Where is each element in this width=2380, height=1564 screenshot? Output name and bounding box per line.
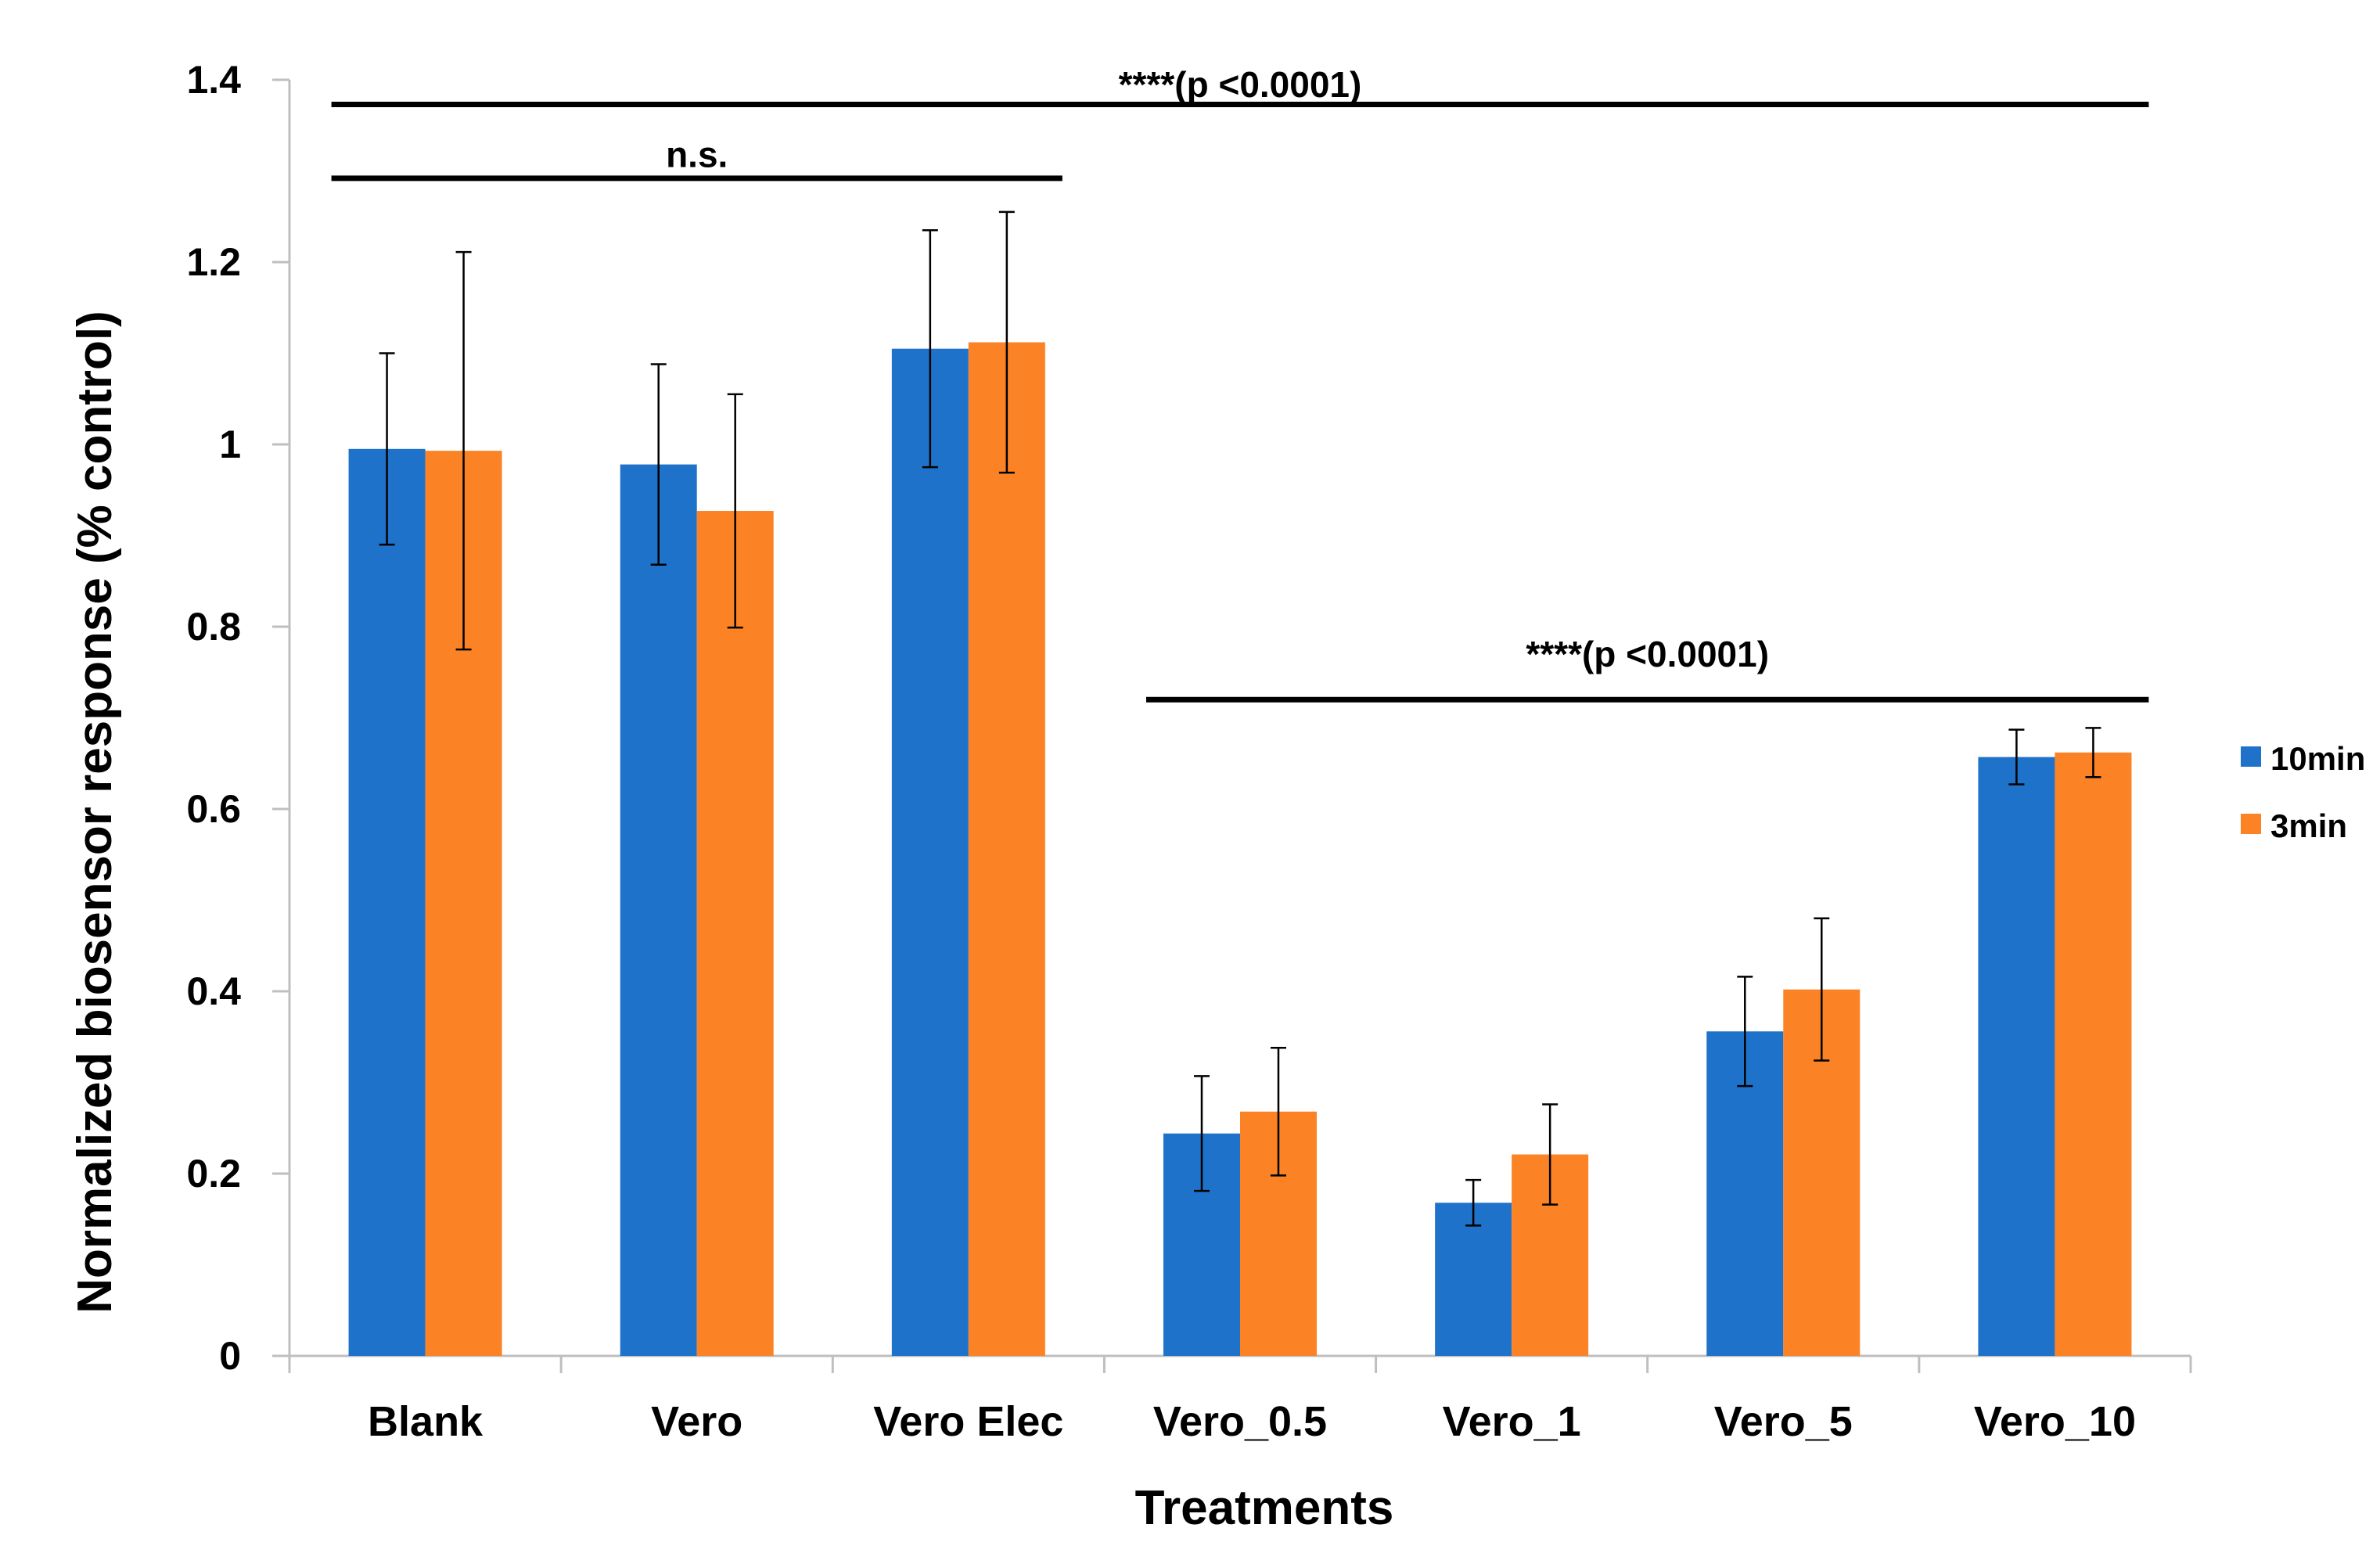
y-tick-label: 1 <box>219 422 241 466</box>
legend-swatch-3min <box>2241 814 2261 834</box>
bar-3min-vero-10 <box>2055 752 2132 1356</box>
legend-label-3min: 3min <box>2270 807 2347 844</box>
chart-axes: 0 0.2 0.4 0.6 0.8 1 1.2 1.4 Blank Vero Vero Elec Ve… <box>186 58 2192 1445</box>
x-axis-title: Treatments <box>1135 1481 1394 1535</box>
y-tick-label: 0.2 <box>186 1152 241 1195</box>
error-bar-10min-vero-10 <box>2008 728 2025 786</box>
error-bar-3min-blank <box>455 250 472 651</box>
significance-label: ****(p <0.0001) <box>1526 634 1769 674</box>
y-tick-label: 1.2 <box>186 240 241 284</box>
y-tick-label: 0.6 <box>186 787 241 831</box>
y-tick-label: 0.8 <box>186 605 241 649</box>
x-tick-label-vero: Vero <box>651 1398 742 1445</box>
significance-annotation-2: n.s. <box>331 135 1062 182</box>
chart-error-bars <box>379 210 2101 1227</box>
chart-legend: 10min 3min <box>2241 740 2365 844</box>
y-tick-label: 1.4 <box>186 58 241 102</box>
x-tick-label-vero-elec: Vero Elec <box>873 1398 1063 1445</box>
error-bar-3min-vero-5 <box>1814 917 1830 1062</box>
significance-label: ****(p <0.0001) <box>1119 64 1362 105</box>
error-bar-10min-blank <box>379 352 395 546</box>
error-bar-3min-vero <box>727 393 743 629</box>
x-tick-label-vero-5: Vero_5 <box>1714 1398 1853 1445</box>
error-bar-10min-vero <box>650 363 667 566</box>
x-tick-label-blank: Blank <box>368 1398 484 1445</box>
error-bar-10min-vero-elec <box>922 228 938 469</box>
error-bar-10min-vero-0-5 <box>1194 1075 1210 1192</box>
bar-3min-vero-elec <box>968 342 1045 1356</box>
error-bar-3min-vero-1 <box>1542 1103 1559 1206</box>
legend-swatch-10min <box>2241 746 2261 767</box>
x-tick-label-vero-0-5: Vero_0.5 <box>1153 1398 1327 1445</box>
error-bar-3min-vero-10 <box>2085 727 2101 778</box>
significance-annotation-3: ****(p <0.0001) <box>1146 634 2149 703</box>
legend-label-10min: 10min <box>2270 740 2365 777</box>
bar-3min-vero <box>696 511 774 1357</box>
y-axis-title: Normalized biosensor response (% control… <box>68 311 122 1314</box>
chart-bars <box>348 342 2132 1357</box>
significance-annotation-1: ****(p <0.0001) <box>331 64 2149 107</box>
significance-label: n.s. <box>666 135 728 175</box>
y-tick-label: 0 <box>219 1334 241 1378</box>
y-tick-label: 0.4 <box>186 969 241 1013</box>
bar-10min-vero-10 <box>1978 757 2055 1356</box>
error-bar-3min-vero-0-5 <box>1271 1046 1286 1177</box>
x-tick-label-vero-1: Vero_1 <box>1443 1398 1581 1445</box>
x-tick-label-vero-10: Vero_10 <box>1974 1398 2136 1445</box>
error-bar-10min-vero-5 <box>1737 976 1753 1088</box>
legend-item-3min: 3min <box>2241 807 2347 844</box>
bar-10min-vero <box>620 464 697 1356</box>
legend-item-10min: 10min <box>2241 740 2365 777</box>
bar-10min-vero-elec <box>891 348 969 1356</box>
error-bar-3min-vero-elec <box>998 210 1015 474</box>
chart-annotations: ****(p <0.0001) n.s. ****(p <0.0001) <box>331 64 2149 703</box>
error-bar-10min-vero-1 <box>1465 1178 1482 1227</box>
bar-10min-vero-1 <box>1435 1203 1512 1356</box>
bar-10min-blank <box>348 448 426 1357</box>
